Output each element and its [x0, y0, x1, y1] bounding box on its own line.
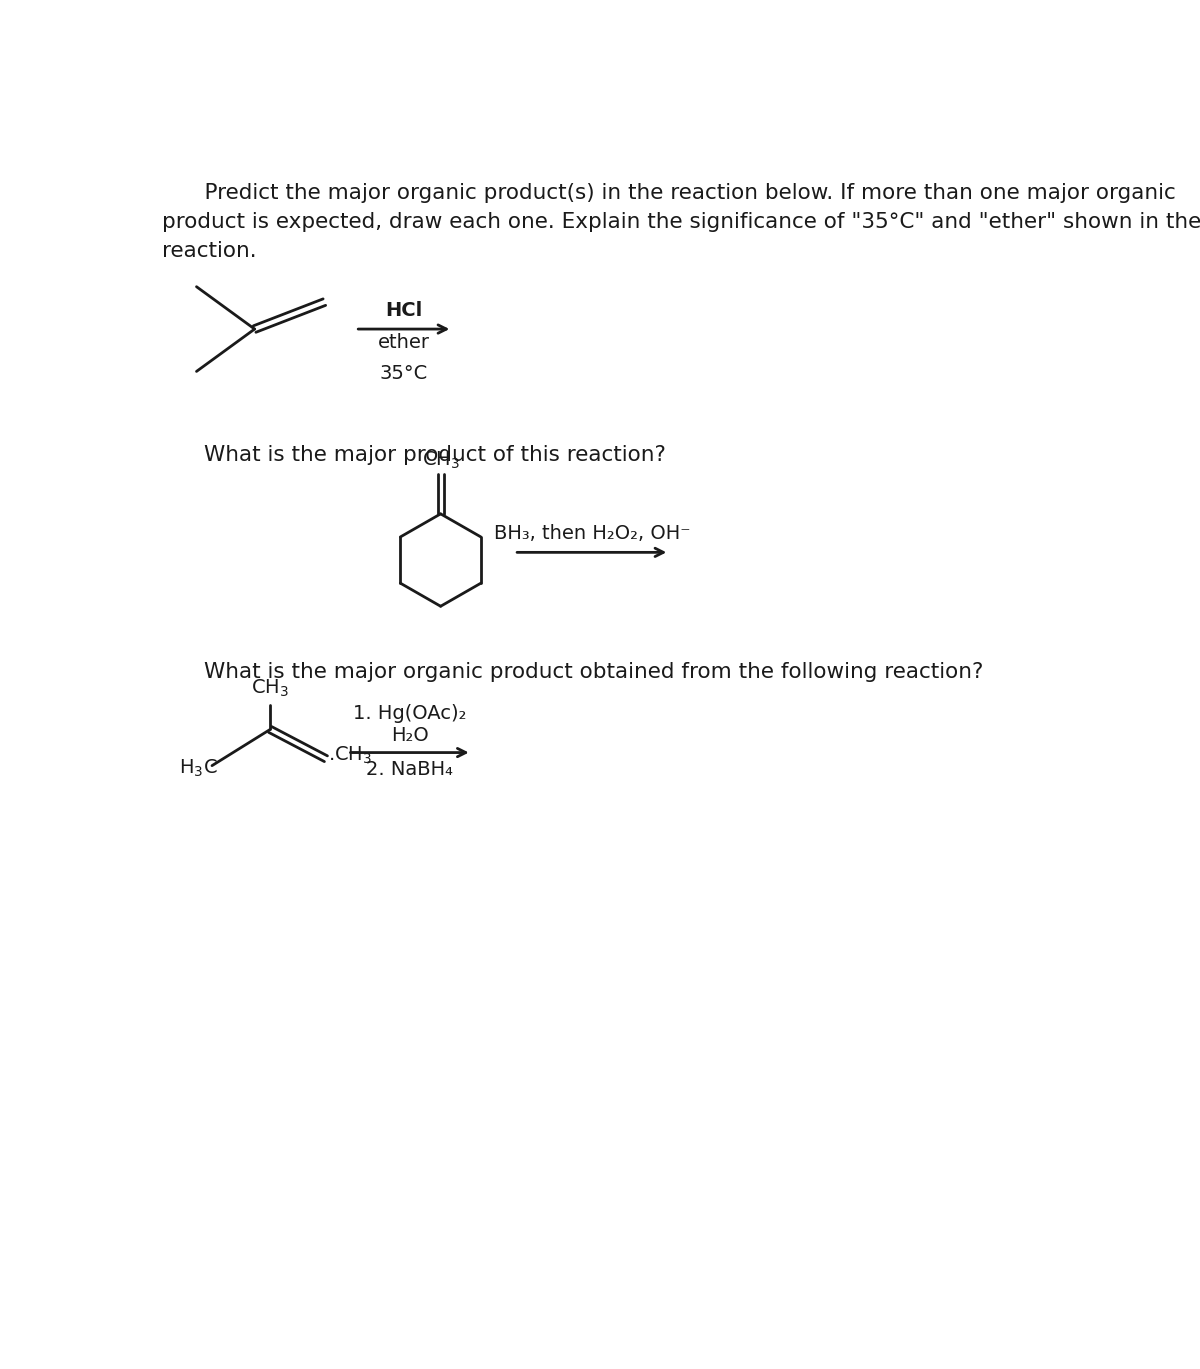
Text: ether: ether: [378, 333, 430, 352]
Text: 1. Hg(OAc)₂: 1. Hg(OAc)₂: [353, 704, 467, 723]
Text: CH$_3$: CH$_3$: [251, 678, 289, 698]
Text: CH$_3$: CH$_3$: [421, 449, 460, 471]
Text: What is the major product of this reaction?: What is the major product of this reacti…: [204, 445, 666, 464]
Text: H₂O: H₂O: [391, 726, 428, 745]
Text: 2. NaBH₄: 2. NaBH₄: [366, 760, 454, 779]
Text: H$_3$C: H$_3$C: [180, 757, 218, 779]
Text: HCl: HCl: [385, 301, 422, 320]
Text: BH₃, then H₂O₂, OH⁻: BH₃, then H₂O₂, OH⁻: [493, 524, 690, 543]
Text: product is expected, draw each one. Explain the significance of "35°C" and "ethe: product is expected, draw each one. Expl…: [162, 212, 1200, 231]
Text: What is the major organic product obtained from the following reaction?: What is the major organic product obtain…: [204, 663, 984, 683]
Text: reaction.: reaction.: [162, 241, 257, 261]
Text: .CH$_3$: .CH$_3$: [329, 745, 372, 767]
Text: 35°C: 35°C: [379, 364, 428, 383]
Text: Predict the major organic product(s) in the reaction below. If more than one maj: Predict the major organic product(s) in …: [178, 182, 1176, 203]
